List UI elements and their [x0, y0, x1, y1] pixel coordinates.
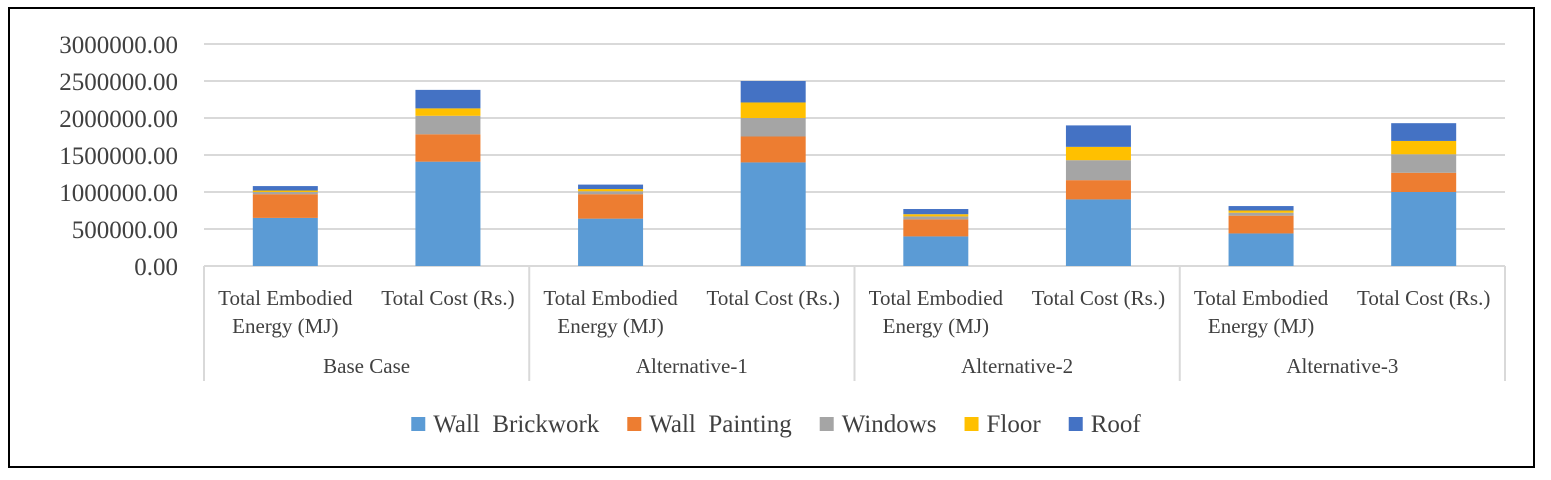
bar-segment [1228, 233, 1294, 266]
x-tick-label: Total Embodied [218, 286, 353, 310]
bar-segment [252, 192, 318, 195]
y-tick-label: 2500000.00 [59, 69, 178, 96]
bar-segment [578, 184, 644, 190]
bar-segment [415, 115, 481, 135]
bar-segment [578, 189, 644, 192]
legend-swatch [964, 417, 979, 431]
bar-segment [903, 236, 969, 266]
group-label: Alternative-3 [1286, 354, 1398, 378]
group-label: Alternative-1 [636, 354, 748, 378]
x-tick-label: Energy (MJ) [1208, 314, 1314, 338]
bar-segment [578, 194, 644, 219]
x-tick-label: Energy (MJ) [883, 314, 989, 338]
y-tick-label: 1000000.00 [59, 180, 178, 207]
bar-segment [578, 218, 644, 266]
bar-segment [578, 191, 644, 195]
bar-segment [903, 214, 969, 217]
x-tick-label: Total Cost (Rs.) [707, 286, 840, 310]
y-tick-label: 500000.00 [72, 217, 178, 244]
x-tick-label: Total Embodied [869, 286, 1004, 310]
bar-segment [1065, 160, 1131, 181]
legend-label: Wall Painting [649, 411, 792, 438]
legend-swatch [819, 417, 834, 431]
group-label: Alternative-2 [961, 354, 1073, 378]
x-tick-label: Total Embodied [543, 286, 678, 310]
bar-segment [252, 217, 318, 266]
bar-segment [740, 162, 806, 266]
bar-segment [415, 108, 481, 116]
y-tick-label: 1500000.00 [59, 143, 178, 170]
bar-segment [740, 118, 806, 137]
bar-segment [1065, 199, 1131, 266]
legend-label: Windows [842, 411, 937, 438]
bar-segment [415, 134, 481, 162]
x-tick-label: Total Cost (Rs.) [381, 286, 514, 310]
legend-swatch [627, 417, 642, 431]
bar-segment [1228, 210, 1294, 213]
y-tick-label: 3000000.00 [59, 32, 178, 59]
bar-segment [740, 81, 806, 103]
bar-segment [1228, 212, 1294, 216]
bar-segment [415, 89, 481, 109]
bar-segment [1065, 125, 1131, 147]
bar-segment [1391, 154, 1457, 173]
bar-segment [1228, 206, 1294, 211]
bar-segment [740, 136, 806, 163]
bar-segment [252, 186, 318, 191]
bar-segment [1391, 192, 1457, 266]
bar-segment [1391, 123, 1457, 141]
legend-label: Roof [1091, 411, 1142, 438]
bar-segment [903, 219, 969, 237]
bar-segment [1391, 172, 1457, 192]
x-tick-label: Total Cost (Rs.) [1032, 286, 1165, 310]
bar-segment [415, 161, 481, 266]
group-label: Base Case [323, 354, 410, 378]
bar-segment [252, 190, 318, 192]
x-tick-label: Energy (MJ) [232, 314, 338, 338]
legend-label: Floor [987, 411, 1042, 438]
bar-segment [1065, 180, 1131, 200]
bar-segment [1228, 215, 1294, 234]
y-tick-label: 2000000.00 [59, 106, 178, 133]
legend-swatch [1068, 417, 1083, 431]
bar-segment [740, 102, 806, 118]
bar-segment [1065, 146, 1131, 161]
x-tick-label: Total Cost (Rs.) [1357, 286, 1490, 310]
bar-segment [1391, 140, 1457, 155]
bar-segment [903, 216, 969, 220]
x-tick-label: Total Embodied [1194, 286, 1329, 310]
y-tick-label: 0.00 [134, 254, 178, 281]
legend-swatch [411, 417, 426, 431]
bar-segment [252, 194, 318, 218]
bar-segment [903, 209, 969, 215]
x-tick-label: Energy (MJ) [557, 314, 663, 338]
legend-label: Wall Brickwork [433, 411, 600, 438]
